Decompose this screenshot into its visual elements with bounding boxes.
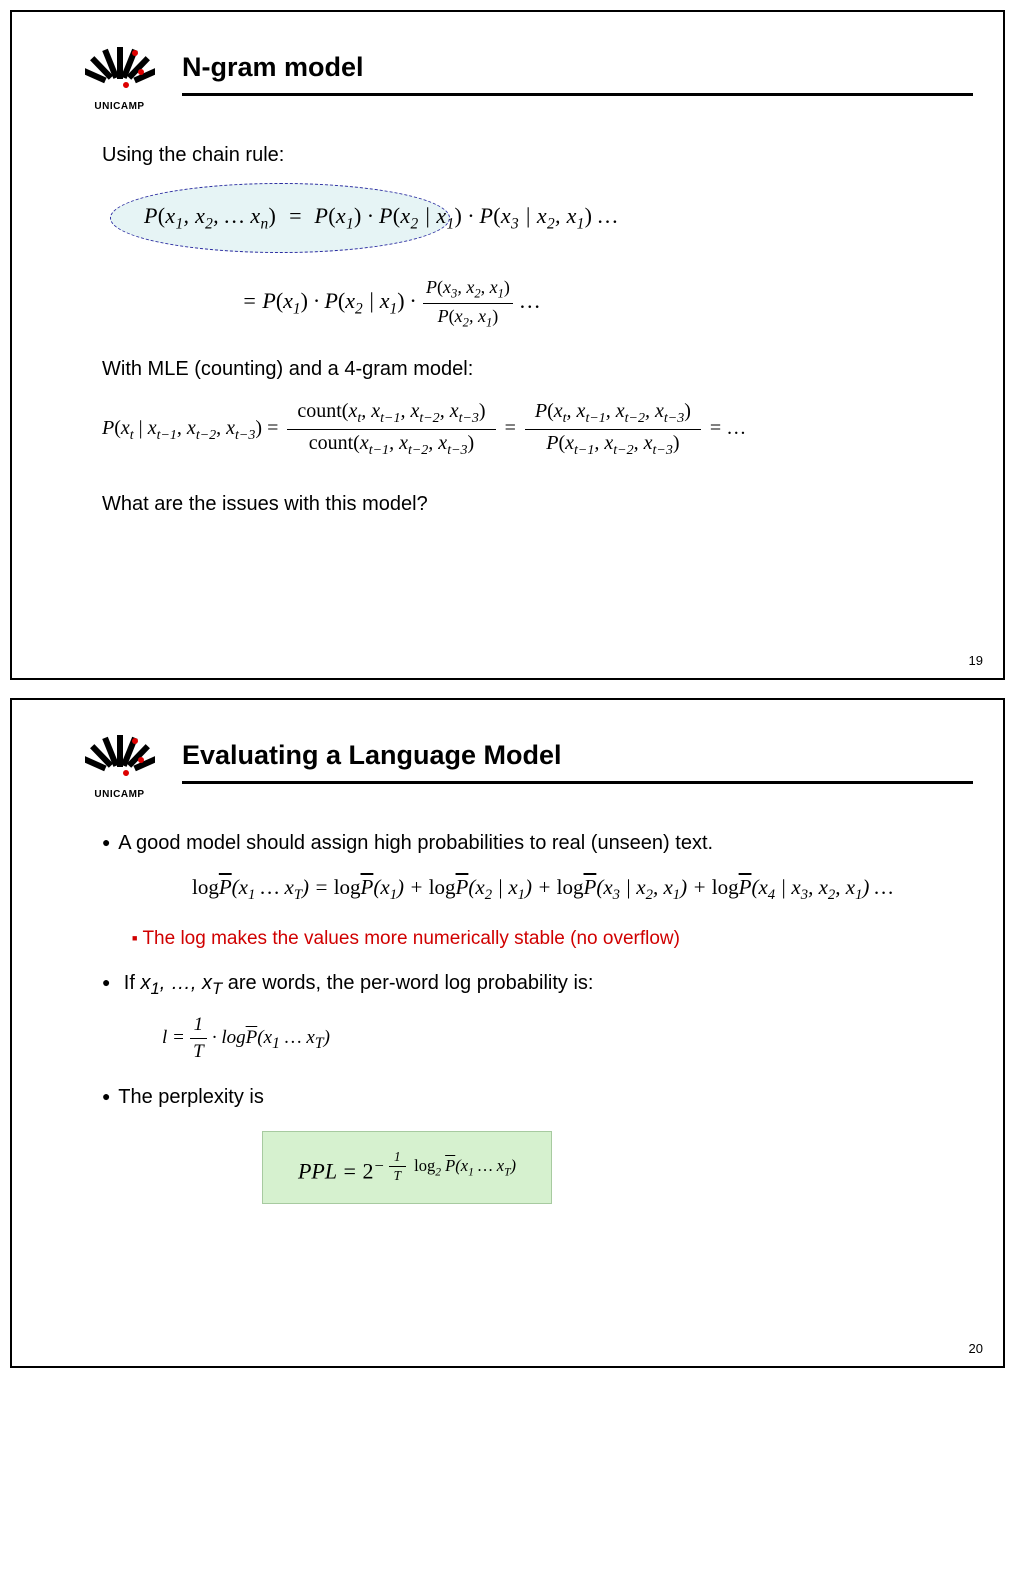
- slide1-page-number: 19: [969, 653, 983, 668]
- perplexity-formula-box: PPL = 2−1T log2 P(x1 … xT): [262, 1131, 552, 1203]
- slide2-perword-eq: l = 1T · logP(x1 … xT): [162, 1012, 943, 1064]
- slide1-line1: Using the chain rule:: [102, 142, 943, 169]
- slide1-title-block: N-gram model: [182, 37, 973, 96]
- slide-1: UNICAMP N-gram model Using the chain rul…: [10, 10, 1005, 680]
- slide2-red-note: The log makes the values more numericall…: [132, 926, 943, 952]
- slide1-eq1b: = P(x1) · P(x2 | x1) · P(x3, x2, x1) P(x…: [242, 275, 943, 331]
- slide1-header: UNICAMP N-gram model: [52, 37, 973, 112]
- slide1-eq1: P(x1, x2, … xn) = P(x1) · P(x2 | x1) · P…: [122, 187, 943, 235]
- slide2-bullet3: The perplexity is: [102, 1084, 943, 1111]
- title-rule: [182, 781, 973, 784]
- slide2-eq-logp: logP(x1 … xT) = logP(x1) + logP(x2 | x1)…: [192, 873, 943, 906]
- slide1-title: N-gram model: [182, 52, 973, 83]
- slide1-content: Using the chain rule: P(x1, x2, … xn) = …: [52, 142, 973, 518]
- unicamp-logo-icon: [85, 725, 155, 781]
- title-rule: [182, 93, 973, 96]
- slide2-content: A good model should assign high probabil…: [52, 830, 973, 1204]
- slide2-header: UNICAMP Evaluating a Language Model: [52, 725, 973, 800]
- logo-block: UNICAMP: [82, 37, 157, 112]
- logo-block: UNICAMP: [82, 725, 157, 800]
- unicamp-logo-icon: [85, 37, 155, 93]
- logo-caption: UNICAMP: [82, 101, 157, 112]
- slide2-page-number: 20: [969, 1341, 983, 1356]
- slide1-question: What are the issues with this model?: [102, 491, 943, 518]
- slide1-line-mle: With MLE (counting) and a 4-gram model:: [102, 356, 943, 383]
- slide1-prob-expansion: P(xt | xt−1, xt−2, xt−3) = count(xt, xt−…: [102, 398, 943, 461]
- slide2-title: Evaluating a Language Model: [182, 740, 973, 771]
- slide2-title-block: Evaluating a Language Model: [182, 725, 973, 784]
- slide2-bullet2: If x1, …, xT are words, the per-word log…: [102, 970, 943, 1001]
- slide2-bullet1: A good model should assign high probabil…: [102, 830, 943, 857]
- slide-2: UNICAMP Evaluating a Language Model A go…: [10, 698, 1005, 1368]
- logo-caption: UNICAMP: [82, 789, 157, 800]
- slide1-eq1-row: P(x1, x2, … xn) = P(x1) · P(x2 | x1) · P…: [122, 187, 943, 247]
